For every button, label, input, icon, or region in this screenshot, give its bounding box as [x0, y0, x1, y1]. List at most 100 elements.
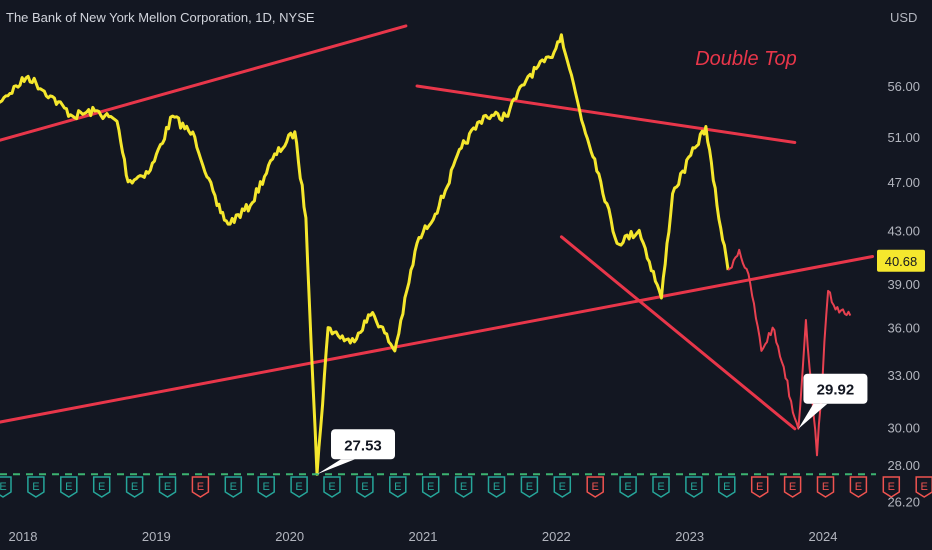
price-callout: 27.53 — [317, 429, 396, 475]
earnings-marker[interactable]: E — [685, 476, 703, 498]
earnings-icon — [487, 476, 506, 498]
chart-title: The Bank of New York Mellon Corporation,… — [6, 10, 315, 25]
earnings-marker[interactable]: E — [718, 476, 736, 498]
earnings-marker[interactable]: E — [257, 476, 275, 498]
earnings-icon — [389, 476, 407, 498]
earnings-marker[interactable]: E — [60, 476, 78, 498]
earnings-marker[interactable]: E — [454, 476, 473, 498]
earnings-icon — [257, 476, 275, 498]
earnings-icon — [619, 476, 637, 498]
earnings-label: E — [427, 481, 434, 493]
earnings-label: E — [624, 481, 631, 493]
y-tick-label: 33.00 — [887, 368, 920, 383]
earnings-icon — [816, 476, 835, 498]
earnings-marker[interactable]: E — [0, 476, 12, 498]
callout-pointer — [798, 403, 828, 429]
price-series-1 — [0, 33, 730, 476]
earnings-label: E — [888, 481, 895, 493]
x-tick-label: 2019 — [142, 529, 171, 544]
earnings-marker[interactable]: E — [356, 476, 374, 498]
earnings-label: E — [295, 481, 302, 493]
earnings-label: E — [789, 481, 796, 493]
earnings-marker[interactable]: E — [849, 476, 868, 498]
earnings-marker[interactable]: E — [520, 476, 539, 498]
x-tick-label: 2018 — [9, 529, 38, 544]
earnings-marker[interactable]: E — [553, 476, 572, 498]
earnings-icon — [60, 476, 78, 498]
earnings-marker[interactable]: E — [882, 476, 901, 498]
earnings-label: E — [230, 481, 237, 493]
earnings-label: E — [822, 481, 829, 493]
callout-pointer — [317, 459, 356, 475]
earnings-label: E — [592, 481, 599, 493]
earnings-icon — [158, 476, 177, 498]
callout-box — [803, 373, 868, 404]
x-tick-label: 2022 — [542, 529, 571, 544]
earnings-marker[interactable]: E — [27, 476, 45, 498]
earnings-icon — [718, 476, 736, 498]
earnings-marker[interactable]: E — [816, 476, 835, 498]
trendline-4 — [559, 235, 797, 431]
callout-box — [331, 429, 396, 460]
earnings-marker[interactable]: E — [191, 476, 210, 498]
earnings-icon — [553, 476, 572, 498]
y-tick-label: 28.00 — [887, 458, 920, 473]
y-tick-label: 56.00 — [887, 79, 920, 94]
x-tick-label: 2021 — [409, 529, 438, 544]
x-tick-label: 2020 — [275, 529, 304, 544]
earnings-icon — [586, 476, 604, 498]
earnings-marker[interactable]: E — [389, 476, 407, 498]
last-price-label: 40.68 — [885, 254, 918, 269]
y-tick-label: 26.20 — [887, 494, 920, 509]
earnings-label: E — [526, 481, 533, 493]
earnings-marker[interactable]: E — [487, 476, 506, 498]
earnings-icon — [125, 476, 144, 498]
y-tick-label: 36.00 — [887, 321, 920, 336]
earnings-marker[interactable]: E — [750, 476, 769, 498]
y-tick-label: 30.00 — [887, 420, 920, 435]
earnings-marker[interactable]: E — [290, 476, 308, 498]
y-tick-label: 47.00 — [887, 175, 920, 190]
double-top-annotation: Double Top — [695, 48, 797, 70]
earnings-label: E — [756, 481, 763, 493]
earnings-marker[interactable]: E — [421, 476, 440, 498]
earnings-icon — [356, 476, 374, 498]
earnings-icon — [191, 476, 210, 498]
y-tick-label: 43.00 — [887, 223, 920, 238]
y-tick-label: 39.00 — [887, 277, 920, 292]
earnings-marker[interactable]: E — [125, 476, 144, 498]
earnings-marker[interactable]: E — [586, 476, 604, 498]
earnings-marker[interactable]: E — [652, 476, 670, 498]
earnings-icon — [224, 476, 243, 498]
earnings-icon — [323, 476, 341, 498]
earnings-marker[interactable]: E — [158, 476, 177, 498]
earnings-marker[interactable]: E — [915, 476, 932, 498]
earnings-label: E — [361, 481, 368, 493]
earnings-icon — [685, 476, 703, 498]
earnings-icon — [849, 476, 868, 498]
callout-label: 27.53 — [344, 437, 382, 454]
earnings-icon — [750, 476, 769, 498]
earnings-label: E — [657, 481, 664, 493]
currency-label: USD — [890, 10, 917, 25]
earnings-icon — [783, 476, 802, 498]
earnings-label: E — [32, 481, 39, 493]
earnings-label: E — [131, 481, 138, 493]
earnings-label: E — [263, 481, 270, 493]
earnings-marker[interactable]: E — [783, 476, 802, 498]
earnings-marker[interactable]: E — [619, 476, 637, 498]
earnings-label: E — [723, 481, 730, 493]
earnings-icon — [27, 476, 45, 498]
earnings-label: E — [65, 481, 72, 493]
earnings-icon — [421, 476, 440, 498]
earnings-icon — [290, 476, 308, 498]
earnings-label: E — [394, 481, 401, 493]
earnings-icon — [652, 476, 670, 498]
earnings-marker[interactable]: E — [323, 476, 341, 498]
y-tick-label: 51.00 — [887, 130, 920, 145]
callout-label: 29.92 — [817, 382, 855, 399]
earnings-marker[interactable]: E — [224, 476, 243, 498]
earnings-marker[interactable]: E — [92, 476, 111, 498]
